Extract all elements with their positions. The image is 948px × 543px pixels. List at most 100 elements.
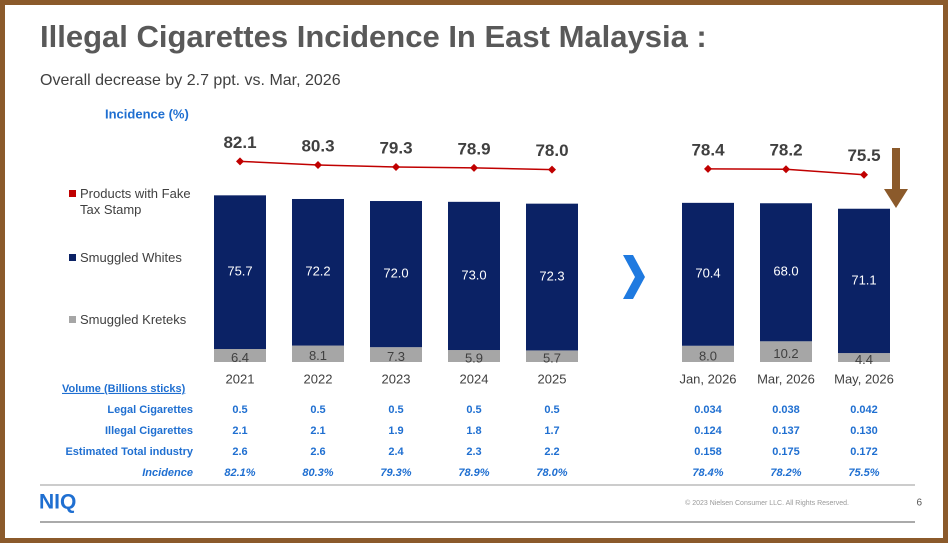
bar-segment	[448, 201, 500, 351]
line-marker	[236, 157, 244, 166]
table-cell: 78.0%	[536, 467, 567, 479]
legend-item: Smuggled Whites	[69, 250, 199, 266]
x-tick-label: Jan, 2026	[679, 371, 736, 386]
table-cell: 0.172	[850, 446, 878, 458]
bar-segment	[292, 198, 344, 346]
data-label: 70.4	[695, 266, 720, 281]
table-cell: 0.042	[850, 404, 878, 416]
data-label: 73.0	[461, 267, 486, 282]
line-marker	[860, 170, 868, 179]
line-marker	[314, 160, 322, 169]
table-title: Volume (Billions sticks)	[62, 383, 186, 395]
x-tick-label: May, 2026	[834, 371, 894, 386]
table-cell: 1.8	[466, 425, 481, 437]
table-cell: 0.5	[232, 404, 247, 416]
line-label: 75.5	[847, 146, 880, 165]
line-label: 79.3	[379, 139, 412, 158]
table-cell: 2.4	[388, 446, 404, 458]
line-marker	[470, 163, 478, 172]
subtitle: Overall decrease by 2.7 ppt. vs. Mar, 20…	[40, 72, 341, 89]
row-label: Estimated Total industry	[65, 446, 193, 458]
data-label: 71.1	[851, 272, 876, 287]
data-label: 8.1	[309, 348, 327, 363]
table-cell: 78.4%	[692, 467, 723, 479]
line-label: 78.4	[691, 140, 725, 159]
logo: NIQ	[39, 491, 76, 514]
chevron	[623, 255, 645, 299]
table-cell: 1.7	[544, 425, 559, 437]
row-label: Illegal Cigarettes	[105, 425, 193, 437]
bar-segment	[448, 350, 500, 362]
table-cell: 79.3%	[380, 467, 411, 479]
line-marker	[548, 165, 556, 174]
axis-label: Incidence (%)	[105, 106, 189, 121]
legend-label: Smuggled Kreteks	[80, 312, 187, 327]
table-cell: 0.124	[694, 425, 722, 437]
data-label: 8.0	[699, 348, 717, 363]
bar-segment	[682, 202, 734, 346]
bar-segment	[526, 203, 578, 351]
data-label: 72.0	[383, 266, 408, 281]
table-cell: 0.158	[694, 446, 722, 458]
bar-segment	[838, 208, 890, 354]
down-arrow	[884, 148, 908, 208]
data-label: 72.3	[539, 268, 564, 283]
line-marker	[704, 164, 712, 173]
table-cell: 80.3%	[302, 467, 333, 479]
bar-segment	[838, 353, 890, 362]
legend-item: Products with Fake Tax Stamp	[69, 186, 199, 218]
line-label: 78.2	[769, 141, 802, 160]
table-cell: 78.2%	[770, 467, 801, 479]
legend-label: Products with Fake Tax Stamp	[80, 186, 191, 217]
chart: Illegal Cigarettes Incidence In East Mal…	[39, 19, 922, 523]
line-label: 80.3	[301, 136, 334, 155]
table-cell: 0.038	[772, 404, 800, 416]
table-cell: 2.2	[544, 446, 559, 458]
legend-item: Smuggled Kreteks	[69, 312, 199, 328]
page-number: 6	[916, 498, 922, 509]
line-label: 78.9	[457, 139, 490, 158]
table-cell: 1.9	[388, 425, 403, 437]
bar-segment	[370, 201, 422, 348]
table-cell: 82.1%	[224, 467, 255, 479]
data-label: 7.3	[387, 349, 405, 364]
bar-segment	[526, 350, 578, 362]
title: Illegal Cigarettes Incidence In East Mal…	[40, 19, 707, 54]
table-cell: 2.1	[232, 425, 247, 437]
line-label: 78.0	[535, 141, 568, 160]
legend-label: Smuggled Whites	[80, 250, 182, 265]
x-tick-label: Mar, 2026	[757, 371, 815, 386]
data-label: 68.0	[773, 264, 798, 279]
table-cell: 0.5	[544, 404, 559, 416]
table-cell: 75.5%	[848, 467, 879, 479]
table-cell: 0.5	[310, 404, 325, 416]
legend-swatch	[69, 316, 76, 323]
bar-segment	[214, 195, 266, 350]
table-cell: 2.3	[466, 446, 481, 458]
line-label: 82.1	[223, 133, 256, 152]
table-cell: 0.175	[772, 446, 800, 458]
x-tick-label: 2023	[382, 371, 411, 386]
table-cell: 78.9%	[458, 467, 489, 479]
data-label: 72.2	[305, 264, 330, 279]
bar-segment	[760, 341, 812, 362]
row-label: Incidence	[142, 467, 193, 479]
bar-segment	[682, 345, 734, 362]
line-marker	[392, 163, 400, 172]
data-label: 75.7	[227, 264, 252, 279]
data-label: 5.9	[465, 350, 483, 365]
x-tick-label: 2025	[538, 371, 567, 386]
table-cell: 0.034	[694, 404, 722, 416]
legend-swatch	[69, 190, 76, 197]
table-cell: 0.130	[850, 425, 878, 437]
row-label: Legal Cigarettes	[107, 404, 193, 416]
table-cell: 0.137	[772, 425, 800, 437]
table-cell: 0.5	[466, 404, 481, 416]
legend-swatch	[69, 254, 76, 261]
data-label: 6.4	[231, 350, 249, 365]
table-cell: 2.1	[310, 425, 325, 437]
copyright: © 2023 Nielsen Consumer LLC. All Rights …	[685, 499, 849, 507]
x-tick-label: 2022	[304, 371, 333, 386]
data-label: 10.2	[773, 346, 798, 361]
